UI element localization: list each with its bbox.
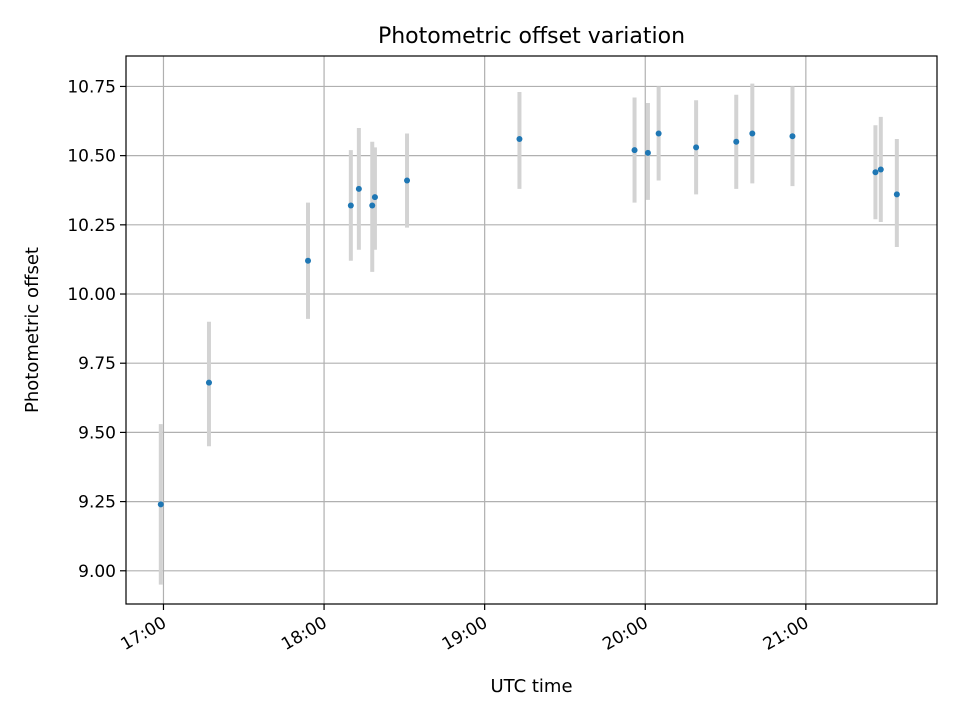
y-tick-label: 9.00 — [78, 562, 116, 582]
y-tick-label: 10.00 — [67, 285, 116, 305]
grid — [126, 56, 937, 604]
y-tick-label: 10.50 — [67, 147, 116, 167]
data-point — [877, 166, 884, 173]
data-point — [655, 130, 662, 137]
plot-frame — [125, 55, 938, 605]
y-tick-label: 9.75 — [78, 354, 116, 374]
data-points — [157, 130, 900, 508]
data-point — [893, 191, 900, 198]
data-point — [693, 144, 700, 151]
data-point — [371, 194, 378, 201]
data-point — [516, 136, 523, 143]
data-point — [789, 133, 796, 140]
data-point — [205, 379, 212, 386]
y-axis-label: Photometric offset — [22, 247, 43, 413]
y-tick-label: 9.50 — [78, 423, 116, 443]
chart-title: Photometric offset variation — [378, 24, 685, 49]
x-axis-label: UTC time — [490, 676, 572, 697]
y-tick-label: 10.25 — [67, 216, 116, 236]
data-point — [305, 257, 312, 264]
data-point — [157, 501, 164, 508]
data-point — [404, 177, 411, 184]
data-point — [872, 169, 879, 176]
data-point — [749, 130, 756, 137]
data-point — [355, 185, 362, 192]
data-point — [631, 147, 638, 154]
data-point — [733, 138, 740, 145]
data-point — [644, 149, 651, 156]
data-point — [369, 202, 376, 209]
y-axis-ticks: 9.00 9.25 9.50 9.75 10.00 10.25 10.50 10.75 — [67, 77, 126, 582]
y-tick-label: 10.75 — [67, 77, 116, 97]
y-tick-label: 9.25 — [78, 493, 116, 513]
data-point — [347, 202, 354, 209]
